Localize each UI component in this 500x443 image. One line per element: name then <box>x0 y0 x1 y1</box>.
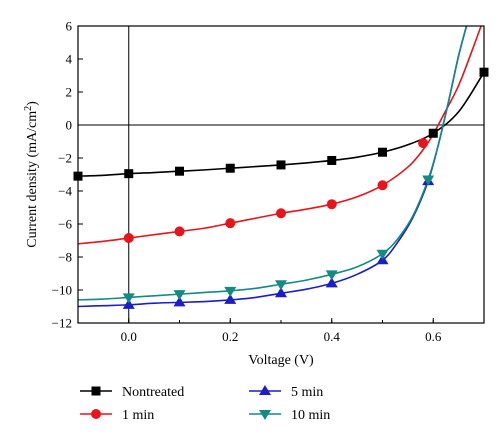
legend-label: 10 min <box>291 408 330 423</box>
y-tick-label: 0 <box>66 118 73 133</box>
x-tick-label: 0.4 <box>324 329 341 344</box>
data-point-10-min <box>275 280 287 291</box>
data-point-10-min <box>325 270 338 281</box>
data-point-nontreated <box>225 163 235 173</box>
marker-layer <box>73 67 489 309</box>
data-point-10-min <box>224 286 237 297</box>
series-markers-5-min <box>122 175 435 309</box>
x-axis-title: Voltage (V) <box>248 353 314 368</box>
plot-frame <box>77 25 485 324</box>
x-tick-label: 0.0 <box>121 329 137 344</box>
data-point-1-min <box>418 138 429 149</box>
y-axis-title: Current density (mA/cm2) <box>23 101 40 248</box>
series-line-10-min <box>78 26 468 301</box>
legend-item-5-min: 5 min <box>249 385 323 400</box>
series-line-1-min <box>78 26 482 245</box>
data-point-1-min <box>225 218 236 229</box>
legend-marker <box>259 410 271 420</box>
data-point-10-min <box>122 293 135 304</box>
x-tick-label: 0.2 <box>222 329 238 344</box>
data-point-10-min <box>173 290 186 301</box>
data-point-5-min <box>224 293 237 304</box>
legend-item-10-min: 10 min <box>249 408 330 423</box>
y-tick-label: −12 <box>52 316 72 331</box>
legend-item-1-min: 1 min <box>80 408 154 423</box>
series-line-5-min <box>78 26 468 308</box>
reference-lines <box>78 26 484 323</box>
legend-marker <box>91 386 101 396</box>
x-tick-label: 0.6 <box>425 329 442 344</box>
y-axis-title-main: Current density (mA/cm <box>25 111 40 248</box>
legend-label: 5 min <box>291 385 323 400</box>
series-markers-10-min <box>122 175 435 304</box>
data-point-10-min <box>376 249 389 260</box>
y-tick-label: −4 <box>58 184 72 199</box>
data-point-nontreated <box>327 155 337 165</box>
data-point-5-min <box>173 296 186 307</box>
legend-marker <box>259 385 271 395</box>
legend-label: Nontreated <box>122 385 184 400</box>
series-markers-1-min <box>123 138 429 244</box>
data-point-1-min <box>276 208 286 219</box>
y-tick-label: −8 <box>58 250 72 265</box>
y-tick-label: −6 <box>58 217 72 232</box>
data-point-5-min <box>122 298 135 309</box>
data-point-nontreated <box>276 160 286 170</box>
legend: Nontreated 1 min 5 min 10 min <box>80 385 330 423</box>
legend-marker <box>91 409 101 419</box>
axis-ticks: 0.0 0.2 0.4 0.6 −12 −10 −8 −6 −4 −2 0 2 4 6 <box>52 19 485 344</box>
data-point-5-min <box>275 287 287 298</box>
data-point-nontreated <box>124 169 134 179</box>
data-point-1-min <box>377 180 388 191</box>
data-point-nontreated <box>428 128 438 138</box>
y-tick-label: 4 <box>66 52 73 67</box>
data-point-nontreated <box>175 166 184 176</box>
data-point-1-min <box>174 226 185 237</box>
y-tick-label: 2 <box>66 85 73 100</box>
legend-label: 1 min <box>122 408 154 423</box>
y-tick-label: 6 <box>66 19 73 34</box>
y-axis-title-superscript: 2 <box>23 106 34 111</box>
y-tick-label: −10 <box>52 283 72 298</box>
data-point-5-min <box>325 277 338 288</box>
series-markers-nontreated <box>73 67 489 181</box>
data-point-1-min <box>123 233 134 244</box>
data-point-nontreated <box>378 147 387 157</box>
data-point-10-min <box>422 175 435 186</box>
legend-item-nontreated: Nontreated <box>80 385 184 400</box>
y-axis-title-end: ) <box>25 101 40 106</box>
data-point-1-min <box>326 199 337 210</box>
y-tick-label: −2 <box>58 151 72 166</box>
